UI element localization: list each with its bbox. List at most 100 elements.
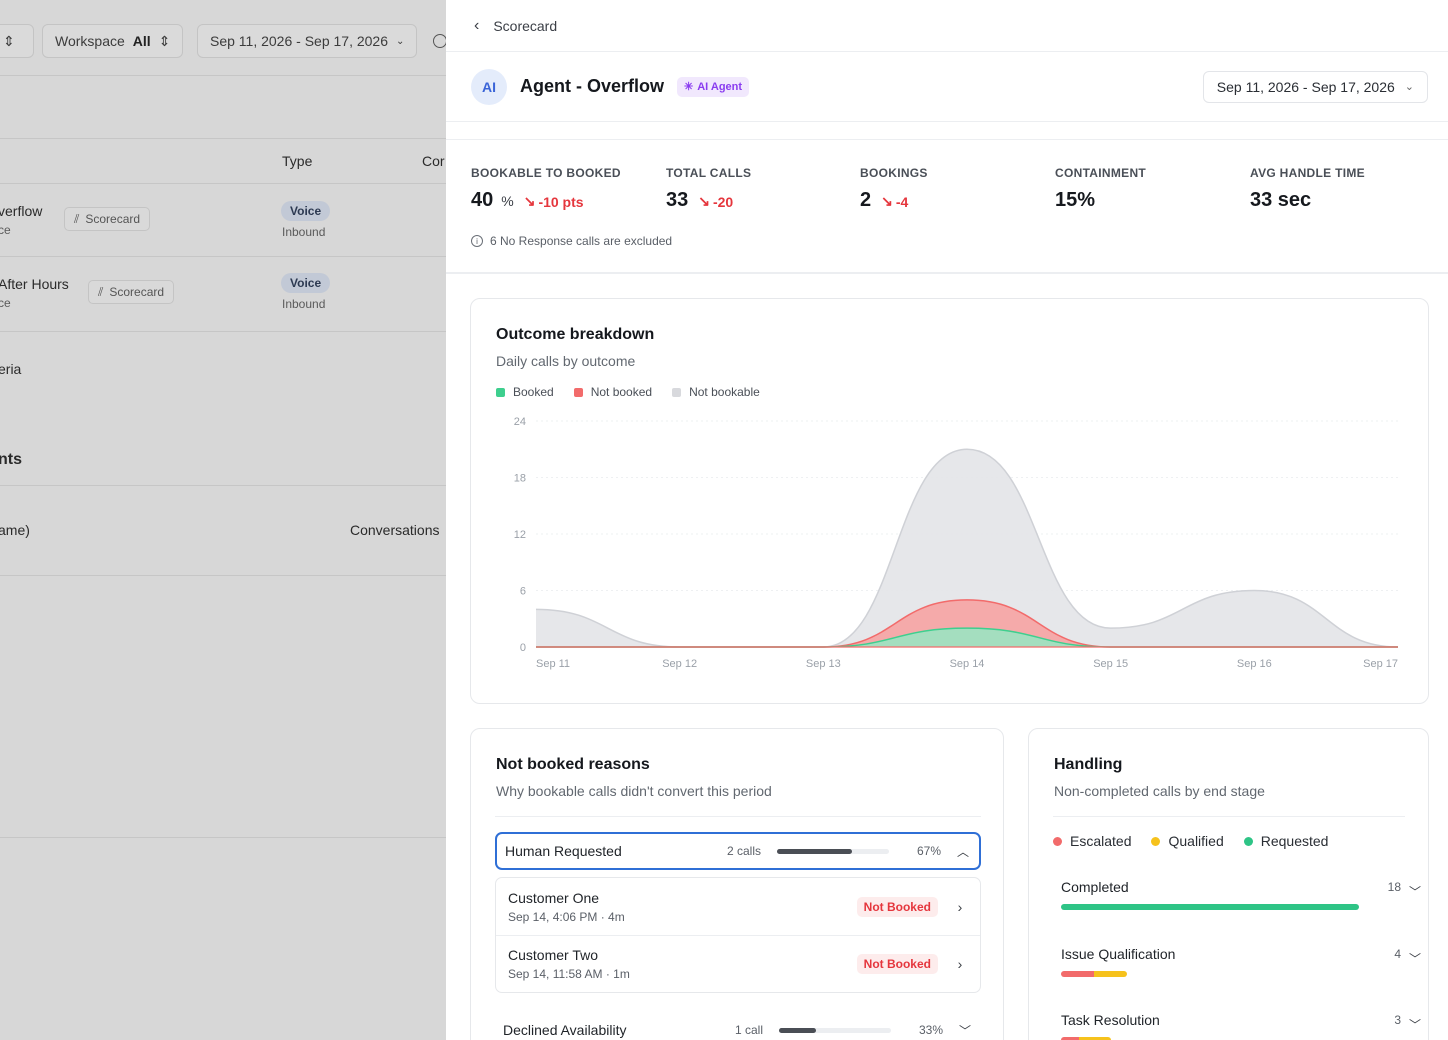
x-tick-label: Sep 14: [950, 658, 985, 670]
status-badge: Not Booked: [856, 954, 938, 974]
background-date-range-button[interactable]: Sep 11, 2026 - Sep 17, 2026 ⌄: [197, 24, 418, 58]
back-chevron-icon[interactable]: ‹: [474, 16, 480, 34]
status-badge: Not Booked: [856, 896, 938, 917]
kpi-bookable-to-booked: BOOKABLE TO BOOKED 40 % ↘ -10 pts: [471, 166, 621, 212]
stage-completed[interactable]: Completed 18 ﹀: [1061, 879, 1421, 910]
direction-label: Inbound: [282, 297, 326, 311]
excluded-note: i 6 No Response calls are excluded: [471, 234, 672, 248]
x-tick-label: Sep 16: [1237, 658, 1272, 670]
legend-label: Qualified: [1168, 833, 1224, 849]
x-tick-label: Sep 11: [536, 658, 570, 670]
chevron-right-icon[interactable]: ›: [957, 898, 963, 915]
y-tick-label: 6: [520, 586, 526, 598]
chevron-right-icon[interactable]: ›: [957, 956, 963, 972]
column-header-type[interactable]: Type: [282, 153, 313, 169]
stage-bar-qualified: [1094, 971, 1127, 977]
x-tick-label: Sep 13: [806, 658, 841, 670]
stage-bar-escalated: [1061, 1037, 1079, 1040]
legend-label: Not bookable: [689, 385, 760, 399]
ai-agent-badge: ✳ AI Agent: [677, 76, 750, 97]
row-name: verflow: [0, 203, 43, 219]
call-item[interactable]: Customer One Sep 14, 4:06 PM · 4m Not Bo…: [496, 878, 980, 935]
workspace-filter-button[interactable]: Workspace All ⇕: [42, 24, 184, 58]
y-tick-label: 0: [520, 642, 526, 654]
column-header-name[interactable]: ame): [0, 522, 30, 538]
call-meta: Sep 14, 11:58 AM · 1m: [508, 967, 630, 981]
background-sort-button[interactable]: ⇕: [0, 24, 34, 58]
kpi-label: AVG HANDLE TIME: [1250, 166, 1365, 180]
kpi-label: BOOKABLE TO BOOKED: [471, 166, 621, 180]
legend-not-bookable: Not bookable: [672, 385, 760, 399]
reason-percent: 67%: [916, 844, 941, 858]
card-subtitle: Daily calls by outcome: [496, 353, 636, 369]
agent-name: Agent - Overflow: [520, 76, 665, 96]
kpi-bookings: BOOKINGS 2 ↘ -4: [860, 166, 928, 212]
ai-agent-badge-label: AI Agent: [697, 80, 743, 93]
reason-row-human-requested[interactable]: Human Requested 2 calls 67% ︿: [495, 832, 981, 870]
stage-bar: [1061, 904, 1359, 910]
reason-label: Declined Availability: [503, 1022, 627, 1038]
handling-card: Handling Non-completed calls by end stag…: [1028, 728, 1429, 1040]
reason-row-declined-availability[interactable]: Declined Availability 1 call 33% ﹀: [495, 1011, 981, 1040]
reason-calls: 1 call: [734, 1023, 763, 1037]
legend-label: Booked: [513, 385, 554, 399]
chevron-down-icon[interactable]: ﹀: [1408, 1018, 1421, 1032]
kpi-unit: %: [501, 193, 514, 209]
chevron-down-icon[interactable]: ﹀: [958, 1023, 971, 1038]
reason-progress-fill: [779, 1027, 816, 1033]
updown-chevron-icon: ⇕: [158, 32, 171, 49]
panel-header: ‹ Scorecard: [446, 0, 1448, 52]
legend-escalated: Escalated: [1053, 833, 1131, 849]
kpi-label: TOTAL CALLS: [666, 166, 752, 180]
section-heading: nts: [0, 451, 22, 468]
kpi-value: 33 sec: [1250, 189, 1312, 211]
kpi-label: BOOKINGS: [860, 166, 928, 180]
workspace-label: Workspace: [55, 33, 125, 49]
date-range-picker[interactable]: Sep 11, 2026 - Sep 17, 2026 ⌄: [1202, 70, 1428, 103]
scorecard-chip[interactable]: ⫽ Scorecard: [88, 280, 175, 304]
info-icon[interactable]: [433, 34, 446, 48]
breadcrumb-scorecard[interactable]: Scorecard: [493, 17, 558, 34]
date-range-label: Sep 11, 2026 - Sep 17, 2026: [1216, 78, 1395, 95]
chevron-down-icon[interactable]: ﹀: [1408, 885, 1421, 899]
legend-not-booked: Not booked: [573, 385, 652, 399]
call-item[interactable]: Customer Two Sep 14, 11:58 AM · 1m Not B…: [496, 935, 980, 992]
stage-task-resolution[interactable]: Task Resolution 3 ﹀: [1061, 1012, 1421, 1040]
reason-calls: 2 calls: [726, 844, 761, 858]
type-badge: Voice: [281, 273, 331, 293]
outcome-breakdown-card: Outcome breakdown Daily calls by outcome…: [470, 298, 1429, 704]
column-header-co[interactable]: Cor: [422, 153, 445, 169]
handling-legend: Escalated Qualified Requested: [1053, 833, 1328, 849]
stage-label: Completed: [1061, 879, 1129, 895]
chevron-up-icon[interactable]: ︿: [956, 844, 969, 859]
divider: [446, 122, 1448, 140]
y-tick-label: 24: [514, 416, 526, 428]
sparkle-icon: ✳: [684, 81, 694, 93]
scorecard-chip[interactable]: ⫽ Scorecard: [64, 207, 151, 231]
stage-bar: [1061, 971, 1127, 977]
chart-icon: ⫽: [98, 284, 104, 299]
direction-label: Inbound: [282, 225, 326, 239]
x-tick-label: Sep 17: [1363, 658, 1398, 670]
kpi-avg-handle-time: AVG HANDLE TIME 33 sec: [1250, 166, 1365, 212]
chevron-down-icon[interactable]: ﹀: [1408, 952, 1421, 966]
avatar: AI: [471, 68, 507, 105]
chevron-down-icon: ⌄: [396, 35, 405, 47]
reason-label: Human Requested: [505, 843, 622, 859]
series-area-not-booked: [536, 599, 1398, 647]
column-header-conversations[interactable]: Conversations: [350, 522, 440, 538]
card-title: Not booked reasons: [496, 756, 650, 773]
kpi-delta-value: -20: [712, 193, 734, 210]
stage-label: Issue Qualification: [1061, 946, 1176, 962]
stage-count: 4: [1394, 947, 1401, 961]
row-sub: ce: [0, 223, 11, 237]
kpi-delta: ↘ -20: [698, 193, 733, 210]
updown-chevron-icon: ⇕: [3, 32, 15, 49]
reason-progress-bar: [779, 1027, 891, 1033]
stage-issue-qualification[interactable]: Issue Qualification 4 ﹀: [1061, 946, 1421, 977]
reason-progress-bar: [777, 848, 889, 854]
y-tick-label: 18: [514, 473, 526, 485]
row-name: After Hours: [0, 276, 69, 292]
stage-bar-requested: [1061, 904, 1359, 910]
not-booked-reasons-card: Not booked reasons Why bookable calls di…: [470, 728, 1004, 1040]
